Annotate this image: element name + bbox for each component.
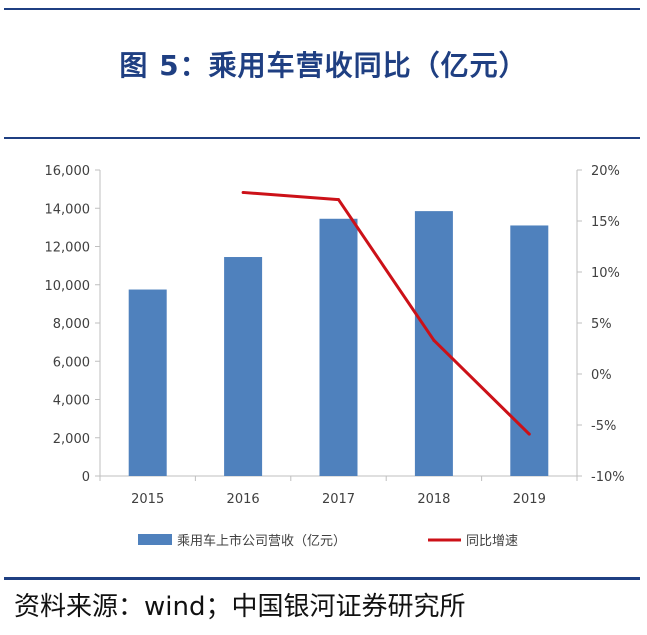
x-axis-tick-label: 2015: [131, 492, 164, 507]
left-axis-tick-label: 16,000: [45, 164, 91, 179]
top-rule: [4, 8, 640, 10]
x-axis-tick-label: 2017: [322, 492, 355, 507]
bar: [319, 218, 358, 477]
bar: [128, 289, 167, 476]
right-axis-tick-label: 5%: [591, 317, 612, 332]
legend-bar-label: 乘用车上市公司营收（亿元）: [177, 533, 346, 549]
growth-line-point: [527, 432, 531, 436]
chart: 0 2,000 4,000 6,000 8,000 10,000 12,000 14,000 1…: [45, 164, 625, 549]
left-axis-tick-label: 10,000: [45, 279, 91, 294]
bar: [414, 211, 453, 476]
left-axis-tick-label: 0: [82, 470, 90, 485]
bar: [224, 257, 263, 476]
growth-line-point: [241, 190, 245, 194]
bar: [510, 225, 549, 476]
figure-title: 图 5：乘用车营收同比（亿元）: [119, 49, 528, 82]
legend-bar-swatch: [138, 534, 172, 545]
bottom-rule: [4, 577, 640, 580]
left-axis-tick-label: 6,000: [53, 355, 90, 370]
x-axis-tick-label: 2018: [417, 492, 450, 507]
right-axis-tick-label: 10%: [591, 266, 620, 281]
right-axis-tick-label: 0%: [591, 368, 612, 383]
right-axis-tick-label: 15%: [591, 215, 620, 230]
title-divider-rule: [4, 137, 640, 139]
left-axis-tick-label: 4,000: [53, 394, 90, 409]
left-axis-tick-label: 12,000: [45, 241, 91, 256]
left-axis-tick-label: 2,000: [53, 432, 90, 447]
x-axis-tick-label: 2019: [513, 492, 546, 507]
source-note: 资料来源：wind；中国银河证券研究所: [14, 592, 466, 622]
growth-line-point: [337, 198, 340, 202]
legend-line-label: 同比增速: [466, 534, 518, 549]
right-axis-tick-label: -5%: [591, 419, 616, 434]
growth-line-point: [432, 338, 436, 342]
x-axis-tick-label: 2016: [227, 492, 260, 507]
growth-line: [242, 190, 531, 436]
right-axis-tick-label: 20%: [591, 164, 620, 179]
left-axis-tick-label: 14,000: [45, 202, 91, 217]
right-axis-tick-label: -10%: [591, 470, 625, 485]
left-axis-tick-label: 8,000: [53, 317, 90, 332]
